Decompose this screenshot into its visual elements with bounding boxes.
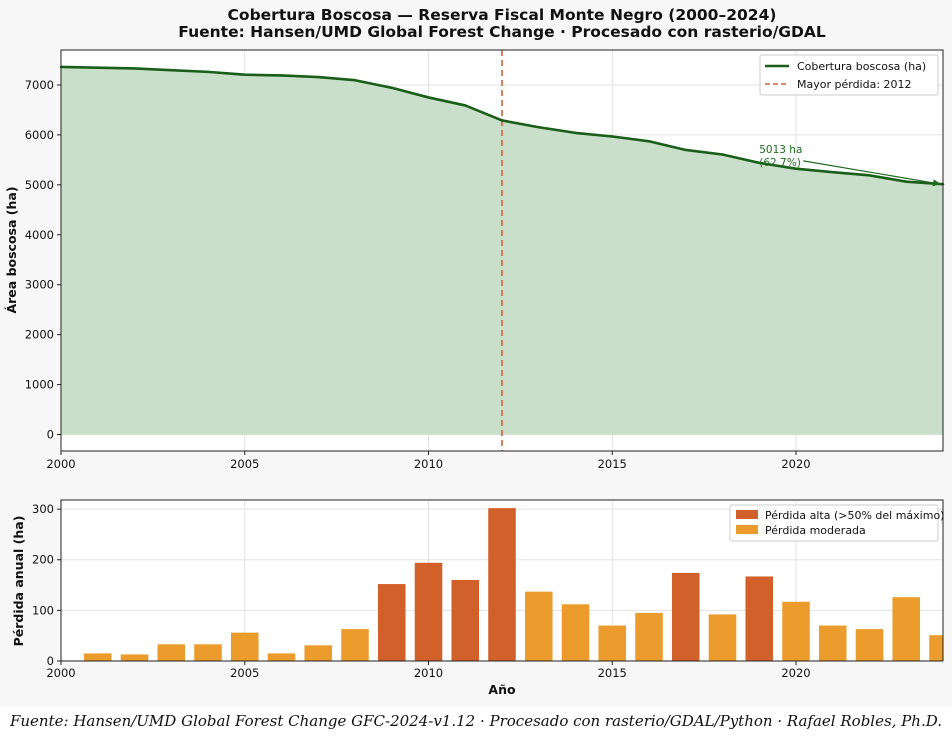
cover-point [647, 140, 651, 143]
cover-point [611, 135, 614, 138]
loss-y-ticks: 0 100 200 300 [32, 502, 61, 668]
loss-y-tick-label: 200 [32, 553, 54, 567]
cover-point [317, 75, 320, 79]
chart-subtitle: Fuente: Hansen/UMD Global Forest Change … [178, 23, 826, 41]
cover-point [574, 131, 577, 135]
loss-bar [83, 653, 112, 661]
cover-series-points [59, 65, 945, 186]
legend-label-reference: Mayor pérdida: 2012 [797, 78, 912, 91]
cover-x-tick-label: 2020 [781, 457, 810, 471]
legend-label-high: Pérdida alta (>50% del máximo) [765, 509, 944, 522]
legend-label-cover: Cobertura boscosa (ha) [797, 60, 926, 73]
cover-point [684, 148, 687, 152]
loss-x-tick-label: 2010 [414, 666, 443, 680]
cover-point [905, 180, 908, 183]
loss-bar [267, 653, 296, 661]
loss-bar [341, 629, 369, 661]
cover-y-tick-label: 5000 [25, 178, 54, 192]
loss-x-tick-label: 2000 [46, 666, 75, 680]
cover-y-tick-label: 2000 [25, 328, 54, 342]
cover-point [868, 174, 871, 177]
legend-swatch-high [736, 510, 758, 519]
cover-point [500, 119, 504, 122]
annotation-percent: (62.7%) [759, 157, 801, 169]
loss-bar [451, 579, 480, 661]
loss-legend: Pérdida alta (>50% del máximo) Pérdida m… [729, 504, 944, 542]
cover-x-tick-label: 2015 [598, 457, 627, 471]
cover-legend-box [759, 54, 939, 96]
cover-point [280, 74, 283, 77]
cover-y-tick-label: 3000 [25, 278, 54, 292]
loss-y-tick-label: 0 [47, 654, 54, 668]
cover-point [758, 161, 761, 165]
loss-bar [304, 645, 333, 661]
cover-point [390, 86, 393, 90]
loss-y-axis-label: Pérdida anual (ha) [11, 516, 26, 647]
loss-bar [561, 604, 590, 661]
cover-point [243, 73, 246, 76]
legend-swatch-moderate [736, 525, 758, 534]
loss-bar [488, 508, 516, 661]
cover-point [464, 104, 467, 107]
loss-plot-frame [60, 499, 944, 662]
loss-legend-box [729, 504, 939, 542]
cover-y-ticks: 0 1000 2000 3000 4000 5000 6000 7000 [25, 78, 61, 442]
loss-y-tick-label: 100 [32, 603, 54, 617]
forest-cover-figure: Cobertura Boscosa — Reserva Fiscal Monte… [4, 6, 945, 697]
cover-point [206, 70, 210, 74]
loss-bar [157, 644, 186, 661]
cover-y-axis-label: Área boscosa (ha) [4, 186, 19, 313]
cover-point [721, 153, 724, 156]
cover-point [427, 96, 430, 99]
cover-legend: Cobertura boscosa (ha) Mayor pérdida: 20… [759, 54, 939, 96]
loss-bar [745, 576, 774, 661]
cover-x-tick-label: 2005 [230, 457, 259, 471]
loss-bar [377, 584, 406, 661]
loss-bar [635, 612, 663, 661]
loss-x-axis-label: Año [488, 682, 516, 697]
loss-x-ticks: 2000 2005 2010 2015 2020 [46, 661, 811, 680]
loss-bar [120, 654, 149, 661]
loss-bar [892, 597, 921, 661]
cover-point [794, 167, 798, 170]
loss-bar [855, 629, 884, 661]
cover-point [831, 170, 834, 174]
cover-y-tick-label: 1000 [25, 378, 54, 392]
loss-bar [598, 625, 627, 661]
loss-bar [524, 591, 553, 661]
cover-point [170, 69, 173, 72]
annotation-arrowhead [932, 179, 941, 187]
annotation-value: 5013 ha [759, 144, 802, 156]
loss-bar [782, 601, 810, 661]
cover-y-tick-label: 7000 [25, 78, 54, 92]
loss-bars [83, 508, 943, 661]
loss-bar [194, 644, 222, 661]
cover-point [353, 79, 357, 82]
cover-plot-frame [60, 49, 944, 452]
legend-label-moderate: Pérdida moderada [765, 524, 866, 537]
loss-x-tick-label: 2020 [781, 666, 810, 680]
annotation-arrow [803, 160, 942, 185]
cover-point [96, 66, 99, 69]
cover-y-tick-label: 0 [47, 428, 54, 442]
cover-point [537, 126, 540, 129]
cover-x-tick-label: 2010 [414, 457, 443, 471]
loss-bar [818, 625, 847, 661]
loss-bar [671, 572, 700, 661]
loss-x-tick-label: 2005 [230, 666, 259, 680]
loss-bar [414, 562, 443, 661]
cover-point [133, 67, 136, 70]
figure-caption: Fuente: Hansen/UMD Global Forest Change … [9, 712, 942, 730]
loss-bar [929, 635, 943, 661]
cover-x-tick-label: 2000 [46, 457, 75, 471]
cover-y-tick-label: 4000 [25, 228, 54, 242]
loss-x-tick-label: 2015 [598, 666, 627, 680]
loss-bar [708, 614, 737, 661]
loss-bar [230, 632, 259, 661]
cover-x-ticks: 2000 2005 2010 2015 2020 [46, 451, 811, 471]
loss-y-tick-label: 300 [32, 502, 54, 516]
cover-y-tick-label: 6000 [25, 128, 54, 142]
chart-title: Cobertura Boscosa — Reserva Fiscal Monte… [228, 6, 777, 24]
